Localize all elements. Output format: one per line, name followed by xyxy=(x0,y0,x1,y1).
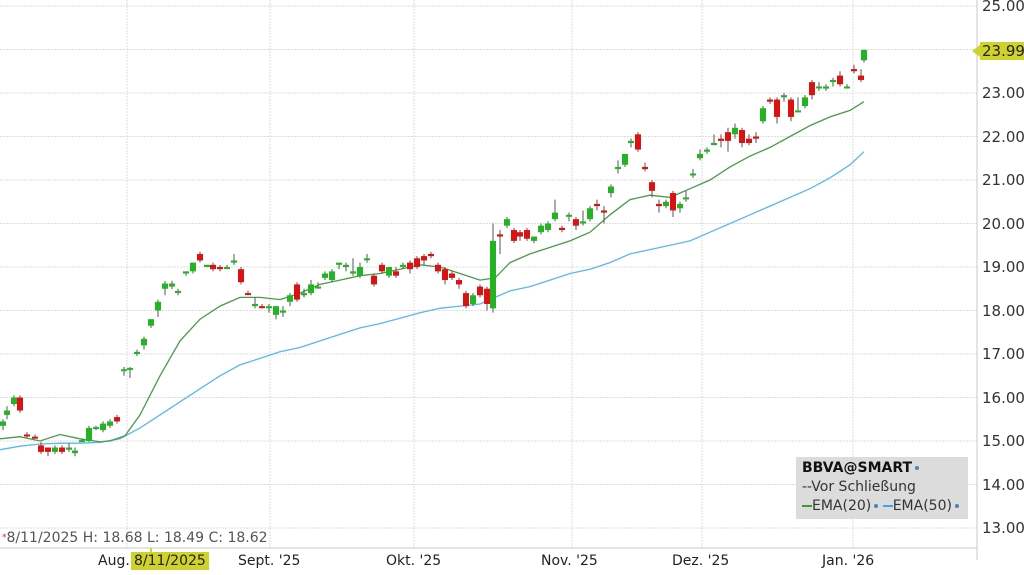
ohlc-high-label: H: xyxy=(82,530,98,546)
ohlc-readout: *8/11/2025 H: 18.68 L: 18.49 C: 18.62 xyxy=(2,529,268,547)
time-tick-label: Jan. '26 xyxy=(822,553,875,569)
ohlc-close-label: C: xyxy=(208,530,224,546)
legend-symbol: BBVA@SMART xyxy=(802,460,913,476)
legend-prior-close: Vor Schließung xyxy=(811,479,916,495)
ohlc-low-label: L: xyxy=(147,530,160,546)
legend-symbol-settings-icon[interactable] xyxy=(915,466,920,470)
ohlc-low: 18.49 xyxy=(163,530,205,546)
price-tick-label: 16.00 xyxy=(982,388,1024,407)
ohlc-close: 18.62 xyxy=(227,530,268,546)
price-tick-label: 13.00 xyxy=(982,519,1024,537)
ema50-line xyxy=(0,151,865,451)
current-price-tag: 23.99 xyxy=(972,42,1024,60)
ema20-line xyxy=(0,101,865,443)
grid-lines xyxy=(0,0,977,548)
time-tick-label: Dez. '25 xyxy=(672,553,730,569)
price-tick-label: 20.00 xyxy=(982,214,1024,233)
time-tick-label: Nov. '25 xyxy=(541,553,598,569)
legend-row-prior-close[interactable]: --Vor Schließung xyxy=(802,478,968,497)
legend-row-symbol[interactable]: BBVA@SMART xyxy=(802,459,968,478)
price-tick-label: 21.00 xyxy=(982,171,1024,189)
time-tick-label: Sept. '25 xyxy=(238,553,301,569)
readout-marker-icon: * xyxy=(2,533,7,543)
price-tick-label: 18.00 xyxy=(982,301,1024,320)
ohlc-date: 8/11/2025 xyxy=(6,530,79,546)
time-tick-label: Aug. xyxy=(98,553,130,569)
price-tick-label: 19.00 xyxy=(982,258,1024,276)
crosshair-date-tag: 8/11/2025 xyxy=(131,552,209,570)
ema20-settings-icon[interactable] xyxy=(874,504,879,508)
price-tick-label: 14.00 xyxy=(982,475,1024,494)
price-tick-label: 15.00 xyxy=(982,432,1024,450)
chart-legend[interactable]: BBVA@SMART --Vor Schließung EMA(20) EMA(… xyxy=(796,457,968,519)
ema50-settings-icon[interactable] xyxy=(954,504,959,508)
ema20-swatch-icon xyxy=(802,505,812,507)
time-tick-label: Okt. '25 xyxy=(386,553,442,569)
price-tick-label: 22.00 xyxy=(982,127,1024,146)
price-tick-label: 17.00 xyxy=(982,345,1024,363)
price-tick-label: 25.00 xyxy=(982,0,1024,15)
price-tick-label: 23.00 xyxy=(982,84,1024,102)
legend-row-ema[interactable]: EMA(20) EMA(50) xyxy=(802,497,968,516)
legend-ema20[interactable]: EMA(20) xyxy=(812,498,872,514)
legend-ema50[interactable]: EMA(50) xyxy=(892,498,952,514)
ema50-swatch-icon xyxy=(882,505,893,507)
dashed-line-icon: -- xyxy=(802,479,812,495)
candlesticks xyxy=(0,49,867,457)
ohlc-high: 18.68 xyxy=(102,530,143,546)
